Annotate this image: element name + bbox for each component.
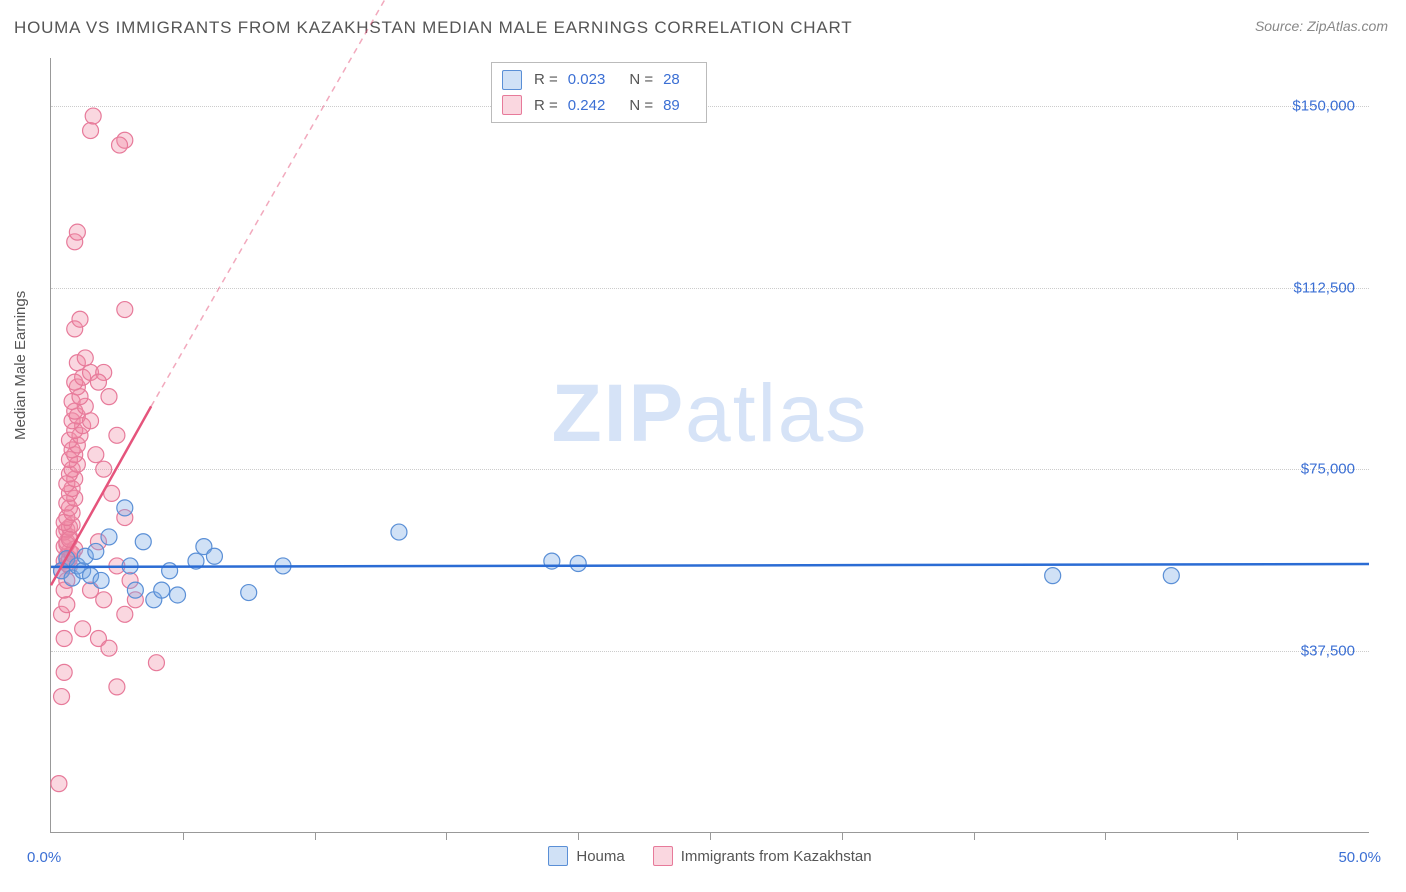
scatter-point-b	[59, 597, 75, 613]
x-tick	[446, 832, 447, 840]
scatter-point-b	[72, 311, 88, 327]
scatter-point-b	[75, 621, 91, 637]
x-axis-max-label: 50.0%	[1338, 849, 1381, 866]
y-axis-label: Median Male Earnings	[12, 291, 29, 440]
legend-swatch	[653, 846, 673, 866]
legend-row: R = 0.023 N = 28	[502, 67, 692, 93]
x-tick	[183, 832, 184, 840]
r-label: R =	[534, 93, 558, 119]
scatter-point-a	[1045, 568, 1061, 584]
scatter-point-b	[83, 123, 99, 139]
scatter-point-a	[127, 582, 143, 598]
n-label: N =	[629, 93, 653, 119]
scatter-point-a	[570, 556, 586, 572]
legend-label: Houma	[576, 848, 624, 865]
plot-area: ZIPatlas $37,500$75,000$112,500$150,000 …	[50, 58, 1369, 833]
x-tick	[1237, 832, 1238, 840]
chart-title: HOUMA VS IMMIGRANTS FROM KAZAKHSTAN MEDI…	[14, 18, 852, 38]
x-axis-min-label: 0.0%	[27, 849, 61, 866]
scatter-point-b	[101, 640, 117, 656]
n-label: N =	[629, 67, 653, 93]
legend-item: Immigrants from Kazakhstan	[653, 846, 872, 866]
scatter-point-b	[56, 631, 72, 647]
scatter-point-b	[117, 302, 133, 318]
scatter-point-b	[85, 108, 101, 124]
r-value: 0.023	[568, 67, 606, 93]
scatter-point-a	[117, 500, 133, 516]
scatter-point-a	[135, 534, 151, 550]
series-legend: Houma Immigrants from Kazakhstan	[51, 846, 1369, 870]
scatter-point-b	[77, 350, 93, 366]
scatter-point-b	[83, 413, 99, 429]
scatter-point-b	[54, 689, 70, 705]
scatter-point-a	[162, 563, 178, 579]
scatter-point-b	[61, 531, 77, 547]
scatter-point-b	[96, 461, 112, 477]
scatter-point-b	[69, 224, 85, 240]
trendline-b-dashed	[151, 0, 407, 406]
correlation-legend: R = 0.023 N = 28 R = 0.242 N = 89	[491, 62, 707, 123]
x-tick	[578, 832, 579, 840]
scatter-point-a	[391, 524, 407, 540]
x-tick	[974, 832, 975, 840]
scatter-point-a	[93, 572, 109, 588]
legend-swatch	[548, 846, 568, 866]
scatter-point-b	[51, 776, 67, 792]
scatter-point-a	[154, 582, 170, 598]
scatter-point-a	[101, 529, 117, 545]
x-tick	[710, 832, 711, 840]
scatter-point-b	[109, 427, 125, 443]
r-label: R =	[534, 67, 558, 93]
n-value: 28	[663, 67, 680, 93]
scatter-point-a	[241, 585, 257, 601]
scatter-point-b	[96, 592, 112, 608]
scatter-point-b	[90, 374, 106, 390]
legend-item: Houma	[548, 846, 624, 866]
scatter-point-b	[117, 606, 133, 622]
x-tick	[1105, 832, 1106, 840]
scatter-point-b	[109, 679, 125, 695]
trendline-a	[51, 564, 1369, 567]
scatter-point-a	[88, 543, 104, 559]
n-value: 89	[663, 93, 680, 119]
scatter-point-b	[56, 664, 72, 680]
scatter-point-b	[88, 447, 104, 463]
legend-label: Immigrants from Kazakhstan	[681, 848, 872, 865]
scatter-point-a	[206, 548, 222, 564]
scatter-point-a	[1163, 568, 1179, 584]
scatter-point-b	[101, 389, 117, 405]
scatter-chart	[51, 58, 1369, 832]
r-value: 0.242	[568, 93, 606, 119]
x-tick	[315, 832, 316, 840]
x-tick	[842, 832, 843, 840]
legend-swatch	[502, 95, 522, 115]
scatter-point-a	[170, 587, 186, 603]
scatter-point-b	[112, 137, 128, 153]
source-attribution: Source: ZipAtlas.com	[1255, 18, 1388, 34]
scatter-point-b	[148, 655, 164, 671]
legend-row: R = 0.242 N = 89	[502, 93, 692, 119]
legend-swatch	[502, 70, 522, 90]
